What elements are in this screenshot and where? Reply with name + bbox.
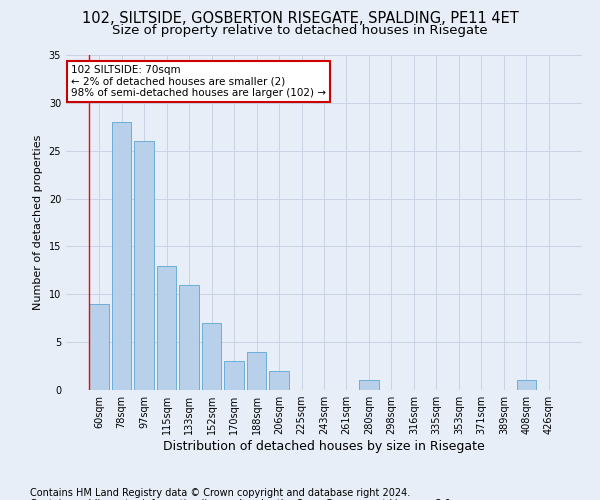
Text: Contains HM Land Registry data © Crown copyright and database right 2024.: Contains HM Land Registry data © Crown c… (30, 488, 410, 498)
Y-axis label: Number of detached properties: Number of detached properties (33, 135, 43, 310)
Text: 102 SILTSIDE: 70sqm
← 2% of detached houses are smaller (2)
98% of semi-detached: 102 SILTSIDE: 70sqm ← 2% of detached hou… (71, 65, 326, 98)
Bar (202, 323, 221, 390)
Bar (224, 362, 244, 390)
Bar (157, 266, 176, 390)
Bar (359, 380, 379, 390)
Text: Contains public sector information licensed under the Open Government Licence v3: Contains public sector information licen… (30, 499, 454, 500)
X-axis label: Distribution of detached houses by size in Risegate: Distribution of detached houses by size … (163, 440, 485, 453)
Bar (179, 284, 199, 390)
Text: 102, SILTSIDE, GOSBERTON RISEGATE, SPALDING, PE11 4ET: 102, SILTSIDE, GOSBERTON RISEGATE, SPALD… (82, 11, 518, 26)
Bar (269, 371, 289, 390)
Bar (134, 141, 154, 390)
Text: Size of property relative to detached houses in Risegate: Size of property relative to detached ho… (112, 24, 488, 37)
Bar (517, 380, 536, 390)
Bar (89, 304, 109, 390)
Bar (112, 122, 131, 390)
Bar (247, 352, 266, 390)
